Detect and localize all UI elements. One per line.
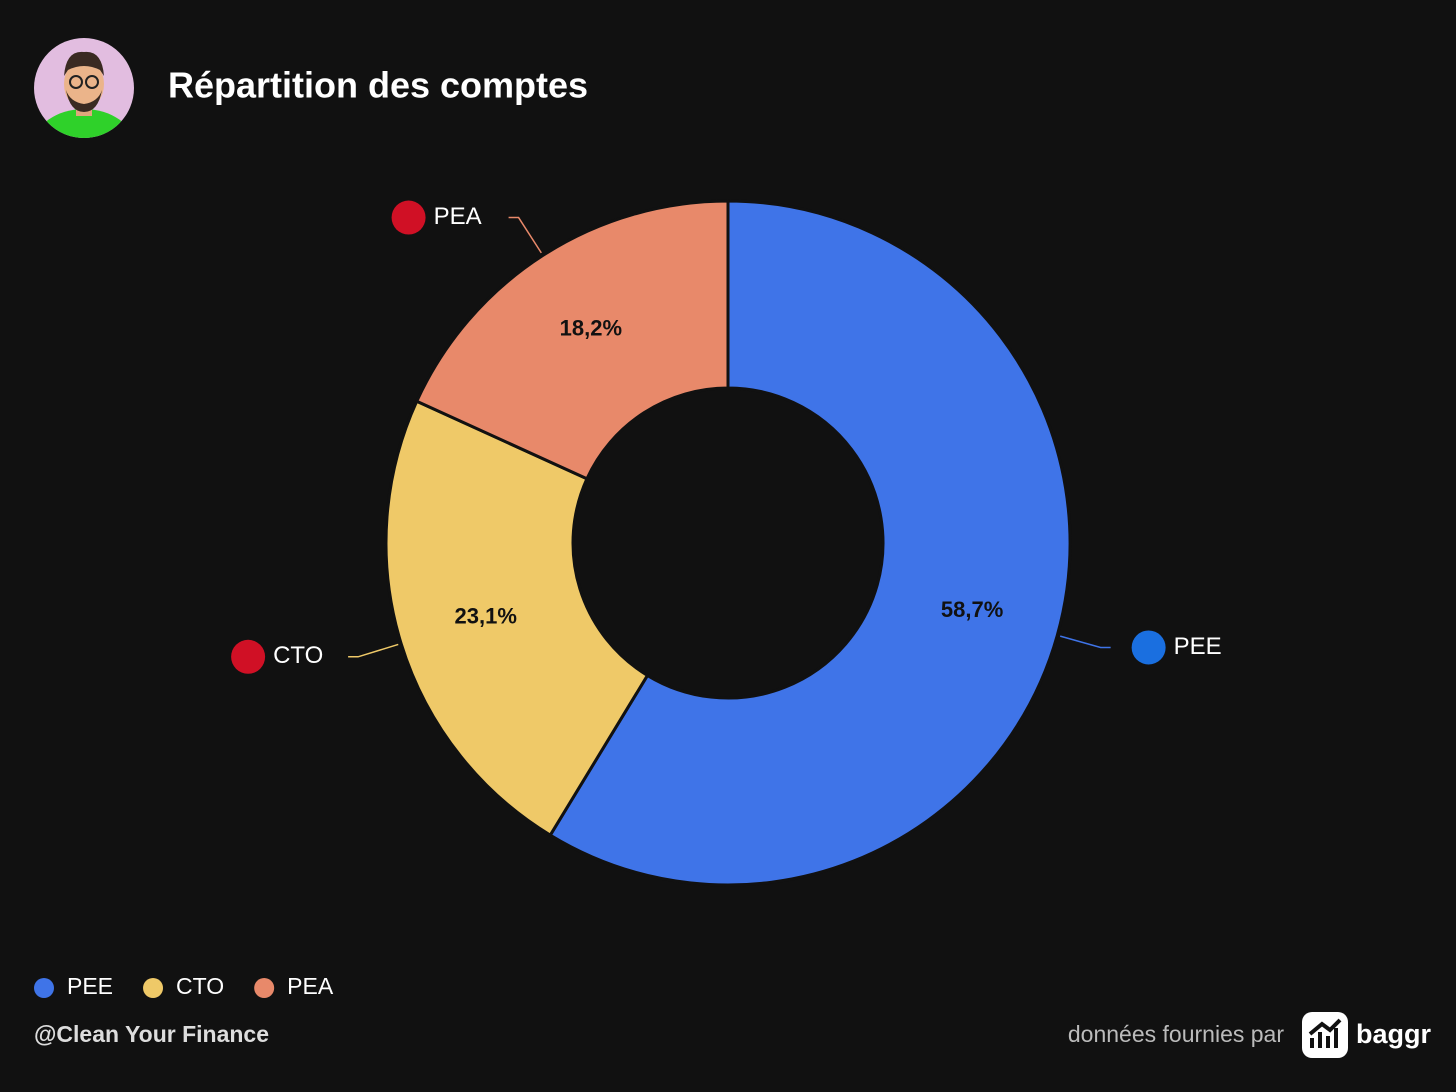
slice-value-label: 18,2%	[560, 316, 622, 341]
chart-title: Répartition des comptes	[168, 65, 588, 106]
outer-category-label: CTO	[273, 642, 323, 669]
legend-label: CTO	[176, 973, 224, 999]
donut-slice	[384, 399, 649, 837]
legend-label: PEE	[67, 973, 113, 999]
brand-name: baggr	[1356, 1019, 1431, 1049]
brand-logo-mark	[1308, 1018, 1342, 1048]
source-text: données fournies par	[1068, 1021, 1284, 1047]
leader-line	[1059, 635, 1111, 649]
leader-line	[348, 643, 399, 658]
account-icon	[391, 200, 426, 235]
slice-value-label: 58,7%	[941, 597, 1003, 622]
avatar	[34, 38, 134, 138]
legend-swatch	[254, 978, 275, 998]
outer-category-label: PEE	[1174, 633, 1222, 660]
brand-logo	[1302, 1012, 1348, 1058]
legend-swatch	[34, 978, 54, 998]
slice-value-label: 23,1%	[455, 603, 517, 628]
account-icon	[1131, 630, 1166, 665]
donut-slice	[415, 199, 730, 481]
footer-credit: @Clean Your Finance	[34, 1021, 269, 1047]
account-icon	[231, 639, 266, 674]
legend-label: PEA	[287, 973, 334, 999]
donut-slice	[548, 199, 1072, 887]
outer-category-label: PEA	[434, 203, 482, 230]
legend-swatch	[143, 978, 164, 998]
leader-line	[508, 216, 542, 254]
